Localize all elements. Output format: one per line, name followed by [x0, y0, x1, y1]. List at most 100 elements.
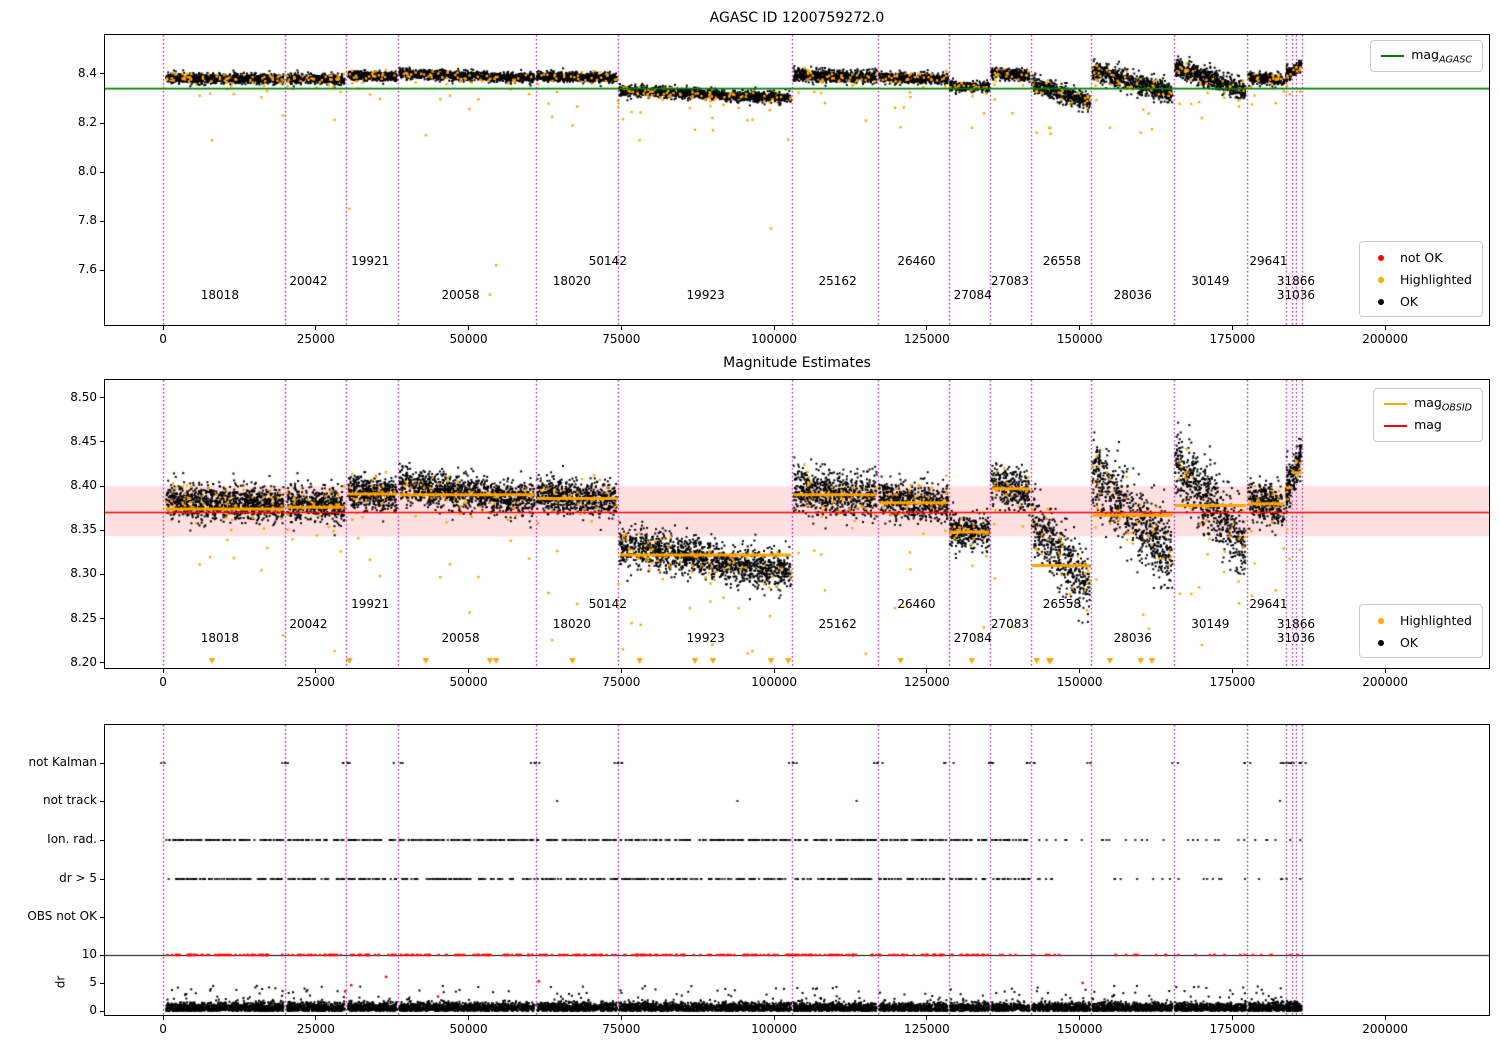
x-tick-mark: [620, 669, 622, 673]
obsid-label: 19923: [686, 288, 725, 302]
legend-label-mag: mag: [1414, 416, 1442, 432]
obsid-label: 25162: [818, 617, 857, 631]
mag-obsid-line-swatch: [1384, 403, 1408, 405]
plot1-scatter-canvas: [105, 35, 1489, 325]
x-tick-mark: [926, 326, 928, 330]
plot2-scatter-canvas: [105, 380, 1489, 668]
obsid-label: 30149: [1191, 274, 1230, 288]
x-tick-mark: [1231, 1016, 1233, 1020]
x-tick-mark: [468, 1016, 470, 1020]
legend-item-mag-obsid: magOBSID: [1384, 393, 1472, 415]
y-tick-label: 8.25: [70, 610, 97, 625]
legend-label-mag-agasc: magAGASC: [1411, 46, 1472, 66]
legend-item-highlighted: Highlighted: [1370, 268, 1472, 290]
highlighted-swatch-wrap: [1370, 272, 1393, 287]
plot3-flags-canvas: [105, 725, 1489, 1015]
obsid-label: 26558: [1042, 254, 1081, 268]
x-tick-label: 200000: [1362, 332, 1409, 346]
y-tick-label: 8.2: [77, 115, 97, 129]
obsid-label: 29641: [1249, 254, 1288, 268]
legend-label-not-ok: not OK: [1399, 249, 1443, 265]
x-tick-label: 175000: [1209, 1022, 1256, 1036]
y-tick-label: 8.40: [70, 478, 97, 492]
obsid-label: 20042: [289, 617, 328, 631]
not-ok-swatch-wrap: [1370, 250, 1393, 265]
plot2-line-legend: magOBSID mag: [1373, 388, 1483, 442]
plot1-title: AGASC ID 1200759272.0: [709, 10, 885, 26]
legend-label-mag-obsid: magOBSID: [1414, 394, 1472, 414]
dr-tick-label: 10: [81, 947, 97, 961]
y-tick-mark: [100, 171, 104, 173]
legend-label-highlighted-2: Highlighted: [1399, 612, 1472, 628]
y-tick-mark: [100, 269, 104, 271]
y-tick-mark: [100, 122, 104, 124]
x-tick-mark: [1231, 326, 1233, 330]
y-tick-mark: [100, 982, 104, 984]
mag-line-swatch: [1384, 425, 1408, 427]
x-tick-label: 150000: [1056, 675, 1103, 689]
x-tick-label: 125000: [903, 675, 950, 689]
obsid-label: 20058: [441, 631, 480, 645]
obsid-label: 27083: [990, 274, 1030, 288]
obsid-label: 26460: [897, 597, 936, 611]
not-ok-dot-icon: [1378, 255, 1385, 261]
x-tick-label: 0: [159, 675, 167, 689]
x-tick-label: 100000: [751, 332, 797, 346]
y-tick-mark: [100, 954, 104, 956]
obsid-label: 25162: [818, 274, 857, 288]
y-tick-label: 8.20: [70, 654, 97, 669]
x-tick-label: 25000: [296, 675, 335, 689]
y-tick-mark: [100, 573, 104, 575]
x-tick-label: 50000: [449, 675, 488, 689]
x-tick-mark: [162, 326, 164, 330]
x-tick-label: 200000: [1362, 675, 1409, 689]
x-tick-mark: [1079, 326, 1081, 330]
y-tick-mark: [100, 397, 104, 399]
x-tick-mark: [468, 326, 470, 330]
x-tick-mark: [1384, 669, 1386, 673]
y-tick-label: 8.0: [77, 164, 97, 179]
obsid-label: 18018: [200, 288, 239, 302]
y-tick-mark: [100, 762, 104, 764]
y-tick-label: 7.6: [77, 262, 97, 277]
x-tick-mark: [926, 1016, 928, 1020]
obsid-label: 20058: [441, 288, 480, 302]
y-tick-label: 8.30: [70, 566, 97, 581]
x-tick-mark: [162, 1016, 164, 1020]
obsid-label: 18020: [552, 617, 591, 631]
x-tick-mark: [315, 326, 317, 330]
ok-swatch-wrap: [1370, 294, 1393, 309]
x-tick-label: 175000: [1209, 675, 1256, 689]
category-label: dr > 5: [59, 871, 97, 885]
y-tick-label: 8.45: [70, 433, 97, 448]
obsid-label: 27083: [990, 617, 1030, 631]
obsid-label: 27084: [953, 288, 992, 302]
obsid-label: 18018: [200, 631, 239, 645]
y-tick-mark: [100, 878, 104, 880]
y-tick-label: 8.35: [70, 522, 97, 537]
legend-label-highlighted: Highlighted: [1399, 271, 1472, 287]
obsid-label: 26460: [897, 254, 936, 268]
x-tick-label: 150000: [1056, 1022, 1103, 1036]
x-tick-label: 75000: [602, 675, 641, 689]
x-tick-label: 100000: [751, 675, 797, 689]
x-tick-label: 200000: [1362, 1022, 1409, 1036]
legend-item-not-ok: not OK: [1370, 246, 1472, 268]
plot2-marker-legend: Highlighted OK: [1358, 604, 1483, 658]
legend-item-mag: mag: [1384, 415, 1472, 437]
x-tick-mark: [1231, 669, 1233, 673]
legend-item-mag-agasc: magAGASC: [1381, 45, 1472, 67]
ok-dot-icon: [1378, 640, 1385, 646]
x-tick-mark: [773, 1016, 775, 1020]
obsid-label: 27084: [953, 631, 992, 645]
legend-label-ok: OK: [1399, 293, 1418, 309]
x-tick-label: 75000: [602, 1022, 641, 1036]
obsid-label: 28036: [1113, 631, 1152, 645]
x-tick-mark: [1079, 1016, 1081, 1020]
obsid-label: 29641: [1249, 597, 1288, 611]
x-tick-label: 25000: [296, 332, 335, 346]
legend-label-ok-2: OK: [1399, 634, 1418, 650]
highlighted-dot-icon: [1378, 618, 1385, 624]
y-tick-mark: [100, 441, 104, 443]
